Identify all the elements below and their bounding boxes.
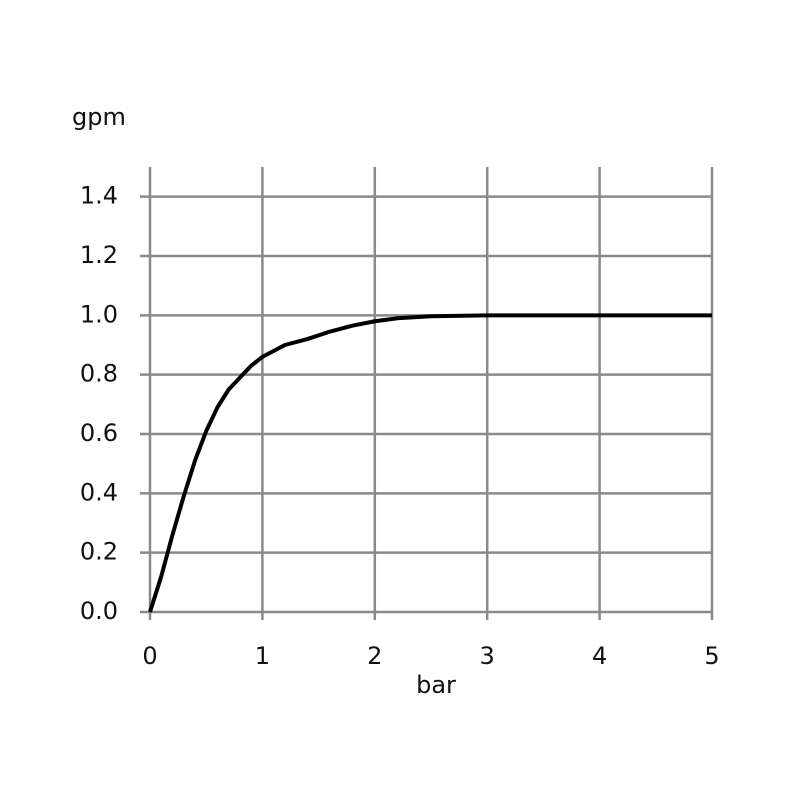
y-axis-label: gpm (72, 103, 126, 131)
y-tick-label: 1.0 (80, 300, 118, 328)
y-tick-label: 1.4 (80, 182, 118, 210)
data-line (148, 313, 712, 613)
x-tick-label: 3 (480, 642, 495, 670)
x-tick-label: 4 (592, 642, 607, 670)
y-tick-label: 0.6 (80, 419, 118, 447)
x-tick-label: 2 (367, 642, 382, 670)
y-tick-label: 0.4 (80, 478, 118, 506)
x-tick-label: 5 (704, 642, 719, 670)
y-tick-label: 0.8 (80, 360, 118, 388)
x-axis-label: bar (416, 671, 456, 699)
y-tick-label: 0.0 (80, 597, 118, 625)
y-tick-label: 1.2 (80, 241, 118, 269)
x-tick-label: 1 (255, 642, 270, 670)
x-tick-label: 0 (142, 642, 157, 670)
y-tick-label: 0.2 (80, 538, 118, 566)
